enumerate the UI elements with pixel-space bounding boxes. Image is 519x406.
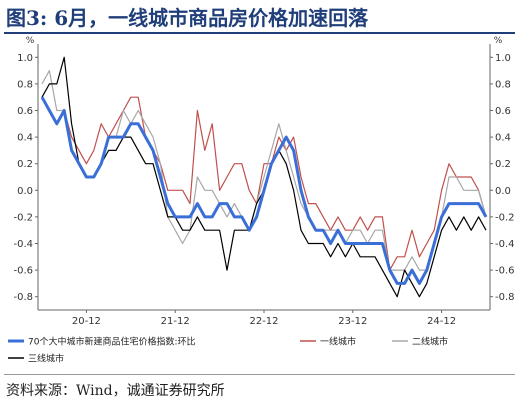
x-tick-label: 23-12 <box>338 316 367 327</box>
y-tick-label-left: 0.8 <box>17 79 33 90</box>
y-tick-label-right: -0.6 <box>495 266 515 277</box>
y-tick-label-left: 0.2 <box>17 159 33 170</box>
source-note: 资料来源：Wind，诚通证券研究所 <box>6 383 225 399</box>
y-tick-label-right: -0.8 <box>495 292 515 303</box>
legend-label-3: 三线城市 <box>28 353 64 365</box>
y-tick-label-left: 1.0 <box>17 53 33 64</box>
line-chart: % % -0.8 -0.8 -0.6 -0.6 -0.4 -0.4 -0.2 -0.2 0.0 0.0… <box>8 36 515 365</box>
title-divider <box>4 32 515 34</box>
x-tick-label: 24-12 <box>427 316 456 327</box>
y-unit-right: % <box>494 36 503 46</box>
chart-series <box>40 56 488 298</box>
legend-label-0: 70个大中城市新建商品住宅价格指数:环比 <box>28 336 196 348</box>
x-tick-label: 22-12 <box>249 316 278 327</box>
y-tick-label-right: 0.0 <box>495 186 511 197</box>
y-tick-label-left: -0.6 <box>13 266 33 277</box>
y-tick-label-right: 0.8 <box>495 79 511 90</box>
legend-label-2: 二线城市 <box>412 336 448 348</box>
y-tick-label-right: 1.0 <box>495 53 511 64</box>
x-tick-label: 20-12 <box>72 316 101 327</box>
y-tick-label-left: -0.8 <box>13 292 33 303</box>
series-line-1 <box>41 96 487 271</box>
y-tick-label-right: -0.2 <box>495 212 515 223</box>
y-unit-left: % <box>26 36 35 46</box>
y-tick-label-left: 0.0 <box>17 186 33 197</box>
legend-label-1: 一线城市 <box>320 336 356 348</box>
series-line-2 <box>41 69 487 271</box>
y-tick-label-left: -0.4 <box>13 239 33 250</box>
y-tick-label-right: 0.2 <box>495 159 511 170</box>
y-tick-label-right: 0.6 <box>495 106 511 117</box>
y-tick-label-left: 0.6 <box>17 106 33 117</box>
source-divider <box>4 374 515 375</box>
y-tick-label-left: -0.2 <box>13 212 33 223</box>
y-tick-label-right: 0.4 <box>495 133 511 144</box>
figure-title: 图3: 6月，一线城市商品房价格加速回落 <box>6 6 369 30</box>
chart-axes: % % -0.8 -0.8 -0.6 -0.6 -0.4 -0.4 -0.2 -0.2 0.0 0.0… <box>13 36 514 327</box>
y-tick-label-left: 0.4 <box>17 133 33 144</box>
x-tick-label: 21-12 <box>161 316 190 327</box>
y-tick-label-right: -0.4 <box>495 239 515 250</box>
series-line-0 <box>40 96 488 285</box>
